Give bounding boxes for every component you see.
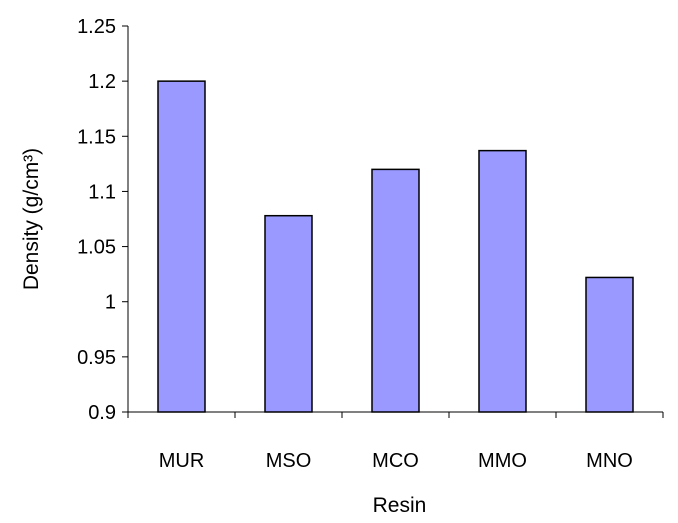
y-tick-label: 1.15 — [77, 126, 116, 148]
y-tick-label: 0.9 — [88, 402, 116, 424]
y-tick-label: 1 — [105, 292, 116, 314]
y-tick-label: 1.1 — [88, 181, 116, 203]
bars-group — [157, 80, 634, 413]
x-axis-ticks: MUR MSO MCO MMO MNO — [127, 412, 664, 472]
bar-mmo — [478, 149, 527, 413]
bar-mur — [157, 80, 206, 413]
y-axis-title: Density (g/cm³) — [20, 148, 43, 290]
x-tick-label: MSO — [266, 450, 312, 472]
bar-mco — [371, 168, 420, 413]
y-tick-label: 1.25 — [77, 16, 116, 38]
y-tick-label: 1.2 — [88, 71, 116, 93]
x-tick-label: MNO — [586, 450, 633, 472]
x-axis-title: Resin — [373, 494, 427, 517]
bar-mso — [264, 214, 313, 413]
bar-mno — [585, 276, 634, 413]
x-tick-label: MCO — [372, 450, 419, 472]
x-tick-label: MUR — [159, 450, 205, 472]
y-tick-label: 1.05 — [77, 237, 116, 259]
y-axis-ticks: 0.9 0.95 1 1.05 1.1 1.15 1.2 1.25 — [77, 16, 128, 424]
y-tick-label: 0.95 — [77, 347, 116, 369]
x-tick-label: MMO — [478, 450, 527, 472]
